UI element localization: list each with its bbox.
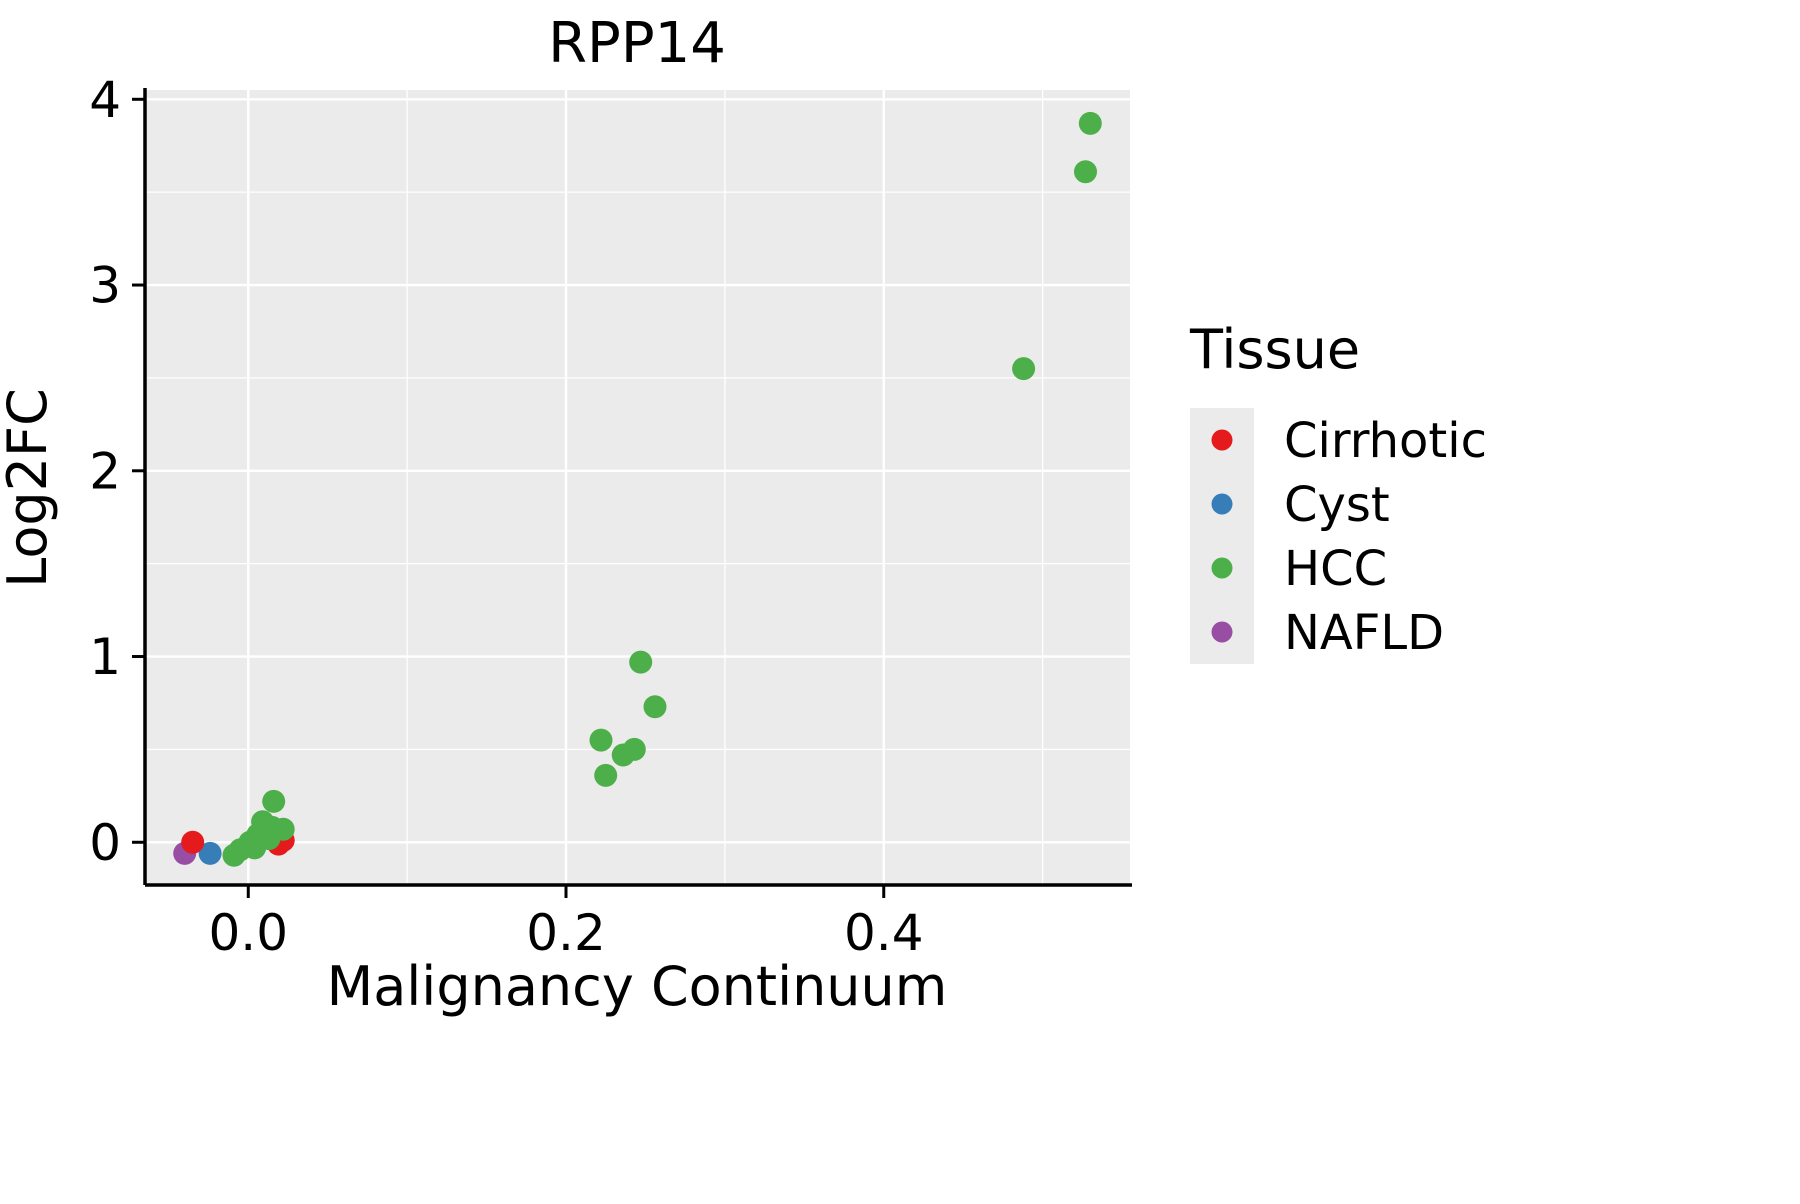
legend-dot-nafld	[1211, 621, 1233, 643]
data-point-hcc	[1078, 111, 1102, 135]
legend-dot-hcc	[1211, 557, 1233, 579]
legend-key-hcc: HCC	[1190, 536, 1387, 600]
tick-marks-and-labels: 0.0 0.2 0.4 0 1 2 3 4	[89, 71, 923, 962]
y-tick-label: 4	[89, 71, 121, 129]
legend-key-cirrhotic: Cirrhotic	[1190, 408, 1487, 472]
legend-key-nafld: NAFLD	[1190, 600, 1444, 664]
data-points	[173, 111, 1102, 867]
y-tick-label: 1	[89, 628, 121, 686]
data-point-hcc	[1074, 160, 1097, 184]
legend-dot-cyst	[1211, 493, 1233, 515]
data-point-cyst	[198, 841, 222, 865]
data-point-hcc	[262, 789, 286, 813]
panel-background	[145, 90, 1130, 885]
legend-label-nafld: NAFLD	[1284, 605, 1444, 661]
legend-label-cirrhotic: Cirrhotic	[1284, 413, 1487, 469]
data-point-cirrhotic	[181, 830, 205, 854]
x-tick-label: 0.2	[526, 904, 606, 962]
legend-label-cyst: Cyst	[1284, 477, 1390, 533]
legend-title: Tissue	[1189, 318, 1360, 381]
data-point-hcc	[243, 836, 267, 860]
chart-title: RPP14	[548, 11, 726, 76]
x-axis-title: Malignancy Continuum	[327, 955, 948, 1018]
data-point-hcc	[222, 843, 246, 867]
gridlines	[145, 90, 1130, 885]
legend: Tissue Cirrhotic Cyst HCC NAFLD	[1189, 318, 1487, 664]
data-point-hcc	[1012, 357, 1036, 381]
data-point-hcc	[594, 763, 618, 787]
legend-label-hcc: HCC	[1284, 541, 1387, 597]
y-tick-label: 0	[89, 814, 121, 872]
legend-dot-cirrhotic	[1211, 429, 1233, 451]
x-tick-label: 0.4	[844, 904, 924, 962]
plot-panel	[145, 90, 1130, 885]
legend-key-cyst: Cyst	[1190, 472, 1390, 536]
y-tick-label: 3	[89, 257, 121, 315]
y-axis-title: Log2FC	[0, 388, 59, 588]
data-point-hcc	[611, 743, 635, 767]
axis-lines	[143, 88, 1132, 887]
data-point-hcc	[589, 728, 613, 752]
data-point-hcc	[629, 650, 653, 674]
x-tick-label: 0.0	[209, 904, 289, 962]
data-point-hcc	[643, 695, 667, 719]
y-tick-label: 2	[89, 442, 121, 500]
